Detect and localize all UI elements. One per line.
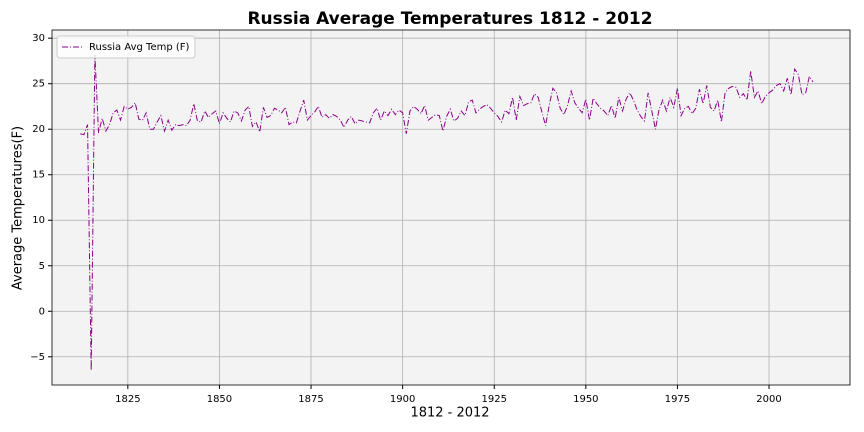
x-tick-label: 1850 [207,394,232,405]
x-axis-label: 1812 - 2012 [410,406,489,421]
x-tick-label: 1825 [115,394,140,405]
x-tick-label: 1925 [482,394,507,405]
legend-box [56,35,196,59]
y-tick-label: 25 [32,79,45,90]
y-tick-label: 0 [39,306,45,317]
y-tick-label: 10 [32,215,45,226]
legend-label: Russia Avg Temp (F) [89,42,190,53]
plot-background [52,30,850,385]
x-tick-label: 2000 [756,394,781,405]
x-tick-label: 1900 [390,394,415,405]
y-tick-label: −5 [30,352,45,363]
legend: Russia Avg Temp (F) [56,35,196,59]
y-tick-label: 30 [32,33,45,44]
y-tick-label: 15 [32,170,45,181]
y-tick-label: 5 [39,261,45,272]
line-series [80,54,814,371]
plot-frame [51,29,851,386]
y-axis-label: Average Temperatures(F) [11,126,26,290]
x-tick-label: 1950 [573,394,598,405]
y-tick-label: 20 [32,124,45,135]
chart-title: Russia Average Temperatures 1812 - 2012 [247,9,652,29]
x-tick-label: 1875 [298,394,323,405]
x-tick-label: 1975 [665,394,690,405]
